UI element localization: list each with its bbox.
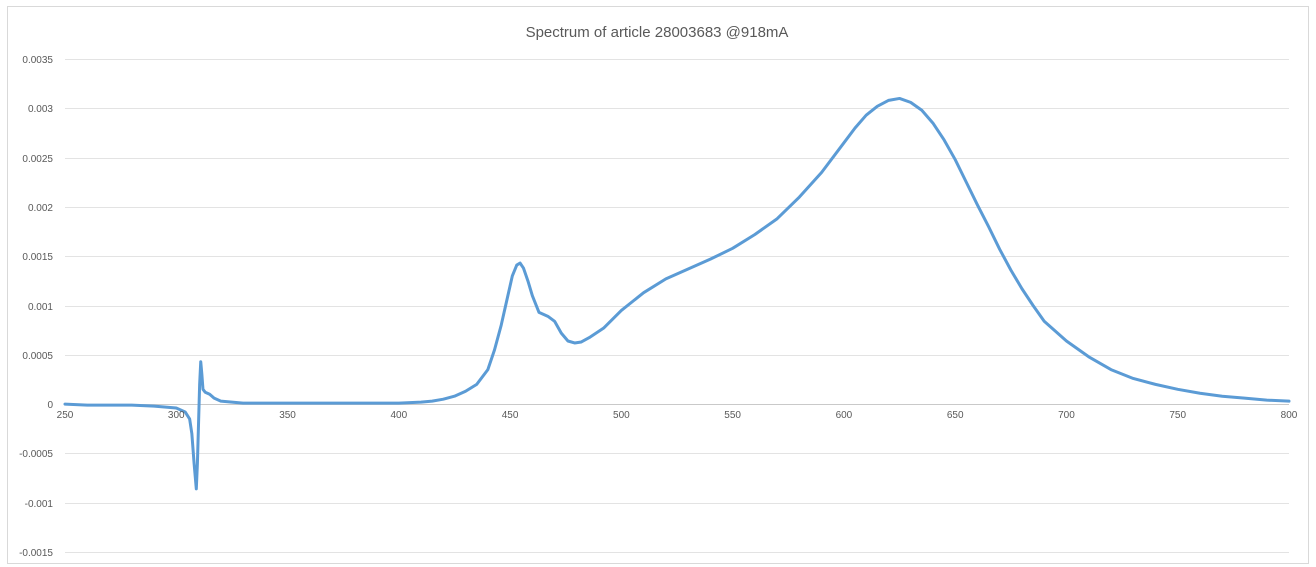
y-tick-label: 0 — [47, 400, 53, 411]
spectrum-series-line — [63, 96, 1291, 491]
x-tick-label: 250 — [57, 410, 74, 421]
x-tick-label: 550 — [724, 410, 741, 421]
y-tick-label: -0.0005 — [19, 449, 53, 460]
y-tick-label: 0.0035 — [22, 55, 53, 66]
series-layer — [63, 96, 1291, 491]
gridlines — [65, 59, 1289, 553]
x-tick-labels: 250 300 350 400 450 500 550 600 650 700 750 800 — [57, 410, 1298, 421]
y-tick-label: 0.002 — [28, 203, 53, 214]
y-tick-label: 0.0005 — [22, 351, 53, 362]
y-tick-labels: 0.0035 0.003 0.0025 0.002 0.0015 0.001 0.0005 0… — [19, 55, 53, 559]
y-tick-label: 0.003 — [28, 104, 53, 115]
y-tick-label: 0.001 — [28, 302, 53, 313]
x-tick-label: 800 — [1281, 410, 1298, 421]
x-tick-label: 400 — [390, 410, 407, 421]
x-tick-label: 300 — [168, 410, 185, 421]
x-tick-label: 350 — [279, 410, 296, 421]
y-tick-label: -0.0015 — [19, 548, 53, 559]
chart-title: Spectrum of article 28003683 @918mA — [526, 24, 789, 41]
x-tick-label: 500 — [613, 410, 630, 421]
y-tick-label: 0.0025 — [22, 154, 53, 165]
y-tick-label: 0.0015 — [22, 252, 53, 263]
x-tick-label: 750 — [1169, 410, 1186, 421]
y-tick-label: -0.001 — [25, 499, 54, 510]
x-tick-label: 600 — [836, 410, 853, 421]
x-tick-label: 450 — [502, 410, 519, 421]
x-tick-label: 650 — [947, 410, 964, 421]
x-tick-label: 700 — [1058, 410, 1075, 421]
